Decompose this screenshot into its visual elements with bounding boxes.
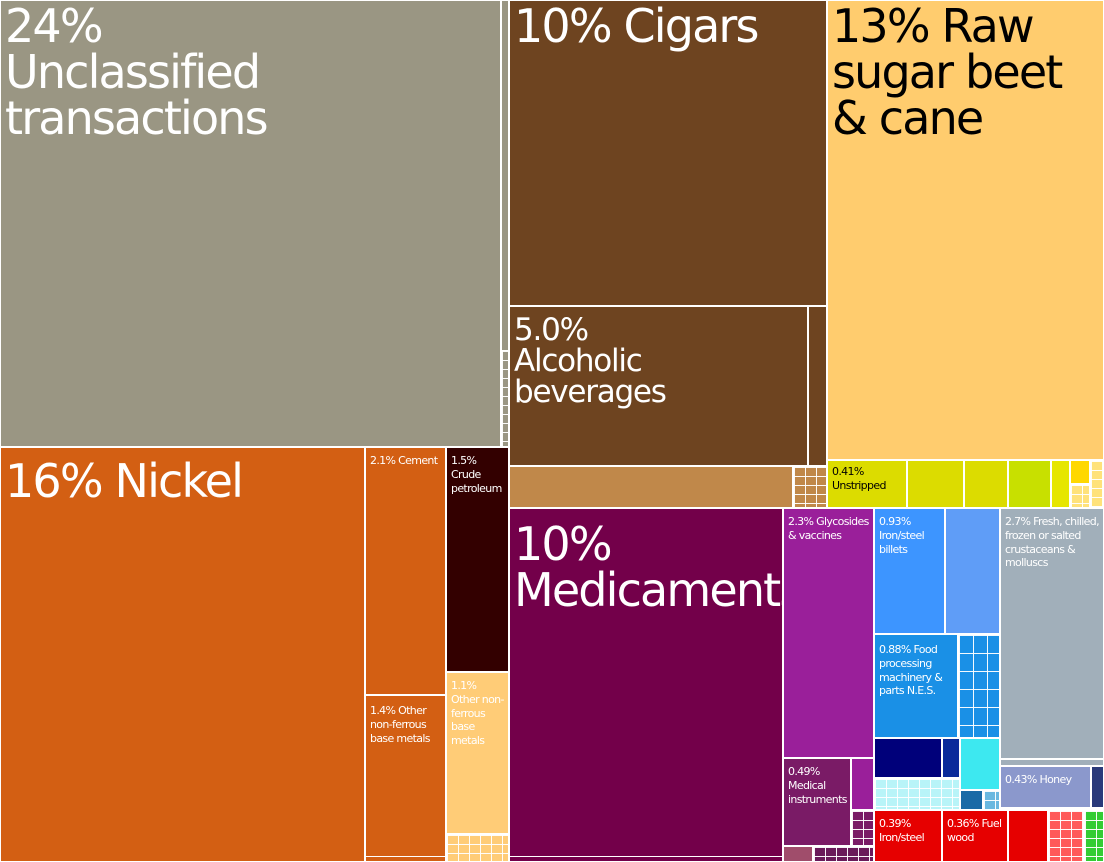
tile-small — [945, 508, 1000, 634]
tile-small-grid — [446, 834, 509, 862]
label-glycosides: 2.3% Glycosides & vaccines — [788, 515, 869, 542]
tile-small-grid — [851, 810, 874, 846]
tile-small — [960, 790, 983, 810]
tile-crude[interactable]: 1.5% Crude petroleum — [446, 447, 509, 672]
label-alcoholic: 5.0% Alcoholic beverages — [514, 312, 667, 410]
tile-small-grid — [1048, 810, 1084, 862]
tile-small — [808, 306, 827, 466]
tile-small-grid — [958, 634, 1000, 738]
tile-glycosides[interactable]: 2.3% Glycosides & vaccines — [783, 508, 874, 758]
tile-small — [964, 460, 1008, 508]
label-honey: 0.43% Honey — [1005, 773, 1072, 786]
tile-small-grid — [813, 846, 874, 862]
tile-small — [1051, 460, 1070, 508]
label-sugar: 13% Raw sugar beet & cane — [832, 0, 1063, 145]
tile-small — [1008, 460, 1051, 508]
tile-small — [851, 758, 874, 810]
label-fuel-wood: 0.36% Fuel wood — [947, 817, 1002, 844]
tile-crustaceans[interactable]: 2.7% Fresh, chilled, frozen or salted cr… — [1000, 508, 1104, 759]
tile-small-grid — [1070, 484, 1090, 508]
tile-sugar[interactable]: 13% Raw sugar beet & cane — [827, 0, 1104, 460]
label-billets: 0.93% Iron/steel billets — [879, 515, 925, 556]
tile-cement[interactable]: 2.1% Cement — [365, 447, 446, 695]
tile-unstripped[interactable]: 0.41% Unstripped — [827, 460, 907, 508]
tile-medical-instruments[interactable]: 0.49% Medical instruments — [783, 758, 851, 846]
tile-small — [907, 460, 964, 508]
tile-small — [874, 738, 942, 778]
label-unclassified: 24% Unclassified transactions — [5, 0, 269, 145]
label-medicaments: 10% Medicaments — [514, 517, 783, 617]
tile-nickel[interactable]: 16% Nickel — [0, 447, 365, 862]
tile-fuel-wood[interactable]: 0.36% Fuel wood — [942, 810, 1008, 862]
tile-small — [509, 856, 783, 862]
tile-small-grid — [793, 466, 827, 508]
tile-small — [365, 856, 446, 862]
label-crude: 1.5% Crude petroleum — [451, 454, 502, 495]
tile-small-grid — [1090, 460, 1104, 508]
tile-small-grid — [501, 350, 509, 447]
tile-iron-steel[interactable]: 0.39% Iron/steel — [874, 810, 942, 862]
tile-small-grid — [874, 778, 960, 810]
tile-cigars[interactable]: 10% Cigars — [509, 0, 827, 306]
tile-small — [1091, 766, 1104, 808]
tile-small — [783, 846, 813, 862]
tile-small-grid — [1084, 810, 1104, 862]
tile-small — [1000, 808, 1104, 810]
label-cement: 2.1% Cement — [370, 454, 438, 467]
label-crustaceans: 2.7% Fresh, chilled, frozen or salted cr… — [1005, 515, 1100, 570]
tile-other-nonferrous-b[interactable]: 1.1% Other non-ferrous base metals — [446, 672, 509, 834]
tile-other-nonferrous-a[interactable]: 1.4% Other non-ferrous base metals — [365, 695, 446, 862]
tile-alcoholic[interactable]: 5.0% Alcoholic beverages — [509, 306, 808, 466]
label-unstripped: 0.41% Unstripped — [832, 465, 886, 492]
tile-billets[interactable]: 0.93% Iron/steel billets — [874, 508, 945, 634]
tile-medicaments[interactable]: 10% Medicaments — [509, 508, 783, 862]
tile-small — [942, 738, 960, 778]
label-nickel: 16% Nickel — [5, 454, 244, 508]
label-cigars: 10% Cigars — [514, 0, 759, 53]
label-other-nonferrous-a: 1.4% Other non-ferrous base metals — [370, 704, 430, 745]
tile-small — [1008, 810, 1048, 862]
tile-small — [509, 466, 793, 508]
tile-food-machinery[interactable]: 0.88% Food processing machinery & parts … — [874, 634, 958, 738]
label-food-machinery: 0.88% Food processing machinery & parts … — [879, 643, 943, 698]
tile-small — [1070, 460, 1090, 484]
tile-small — [960, 738, 1000, 790]
label-iron-steel: 0.39% Iron/steel — [879, 817, 925, 844]
label-other-nonferrous-b: 1.1% Other non-ferrous base metals — [451, 679, 504, 747]
tile-honey[interactable]: 0.43% Honey — [1000, 766, 1091, 808]
tile-unclassified[interactable]: 24% Unclassified transactions — [0, 0, 501, 447]
label-medical-instruments: 0.49% Medical instruments — [788, 765, 847, 806]
tile-small — [1000, 759, 1104, 766]
tile-small-grid — [983, 790, 1000, 810]
